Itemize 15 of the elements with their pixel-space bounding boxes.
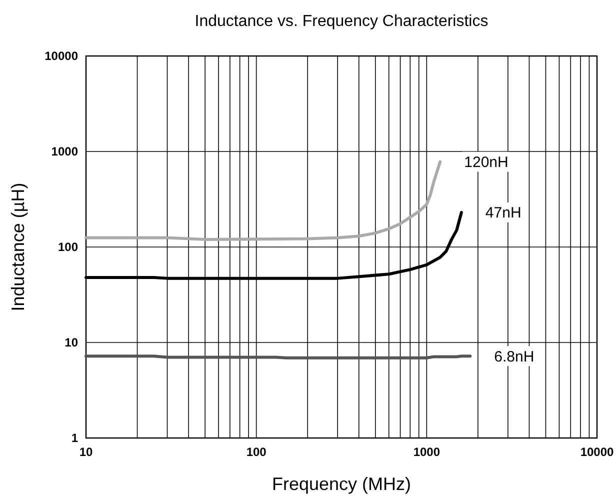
series-label: 120nH [464,154,508,172]
y-axis-title: Inductance (µH) [8,182,28,312]
series-label: 47nH [485,204,522,222]
series-label: 6.8nH [494,348,534,366]
x-tick-label: 10000 [580,445,614,459]
y-tick-label: 10000 [44,49,78,64]
y-tick-label: 10 [64,336,78,350]
x-tick-label: 10 [79,445,93,459]
x-axis-title: Frequency (MHz) [272,474,412,494]
x-tick-label: 1000 [413,445,440,459]
y-tick-label: 100 [58,240,78,254]
x-tick-label: 100 [246,445,267,459]
chart-title: Inductance vs. Frequency Characteristics [194,13,488,30]
y-tick-label: 1 [71,431,78,446]
y-tick-label: 1000 [51,144,78,159]
